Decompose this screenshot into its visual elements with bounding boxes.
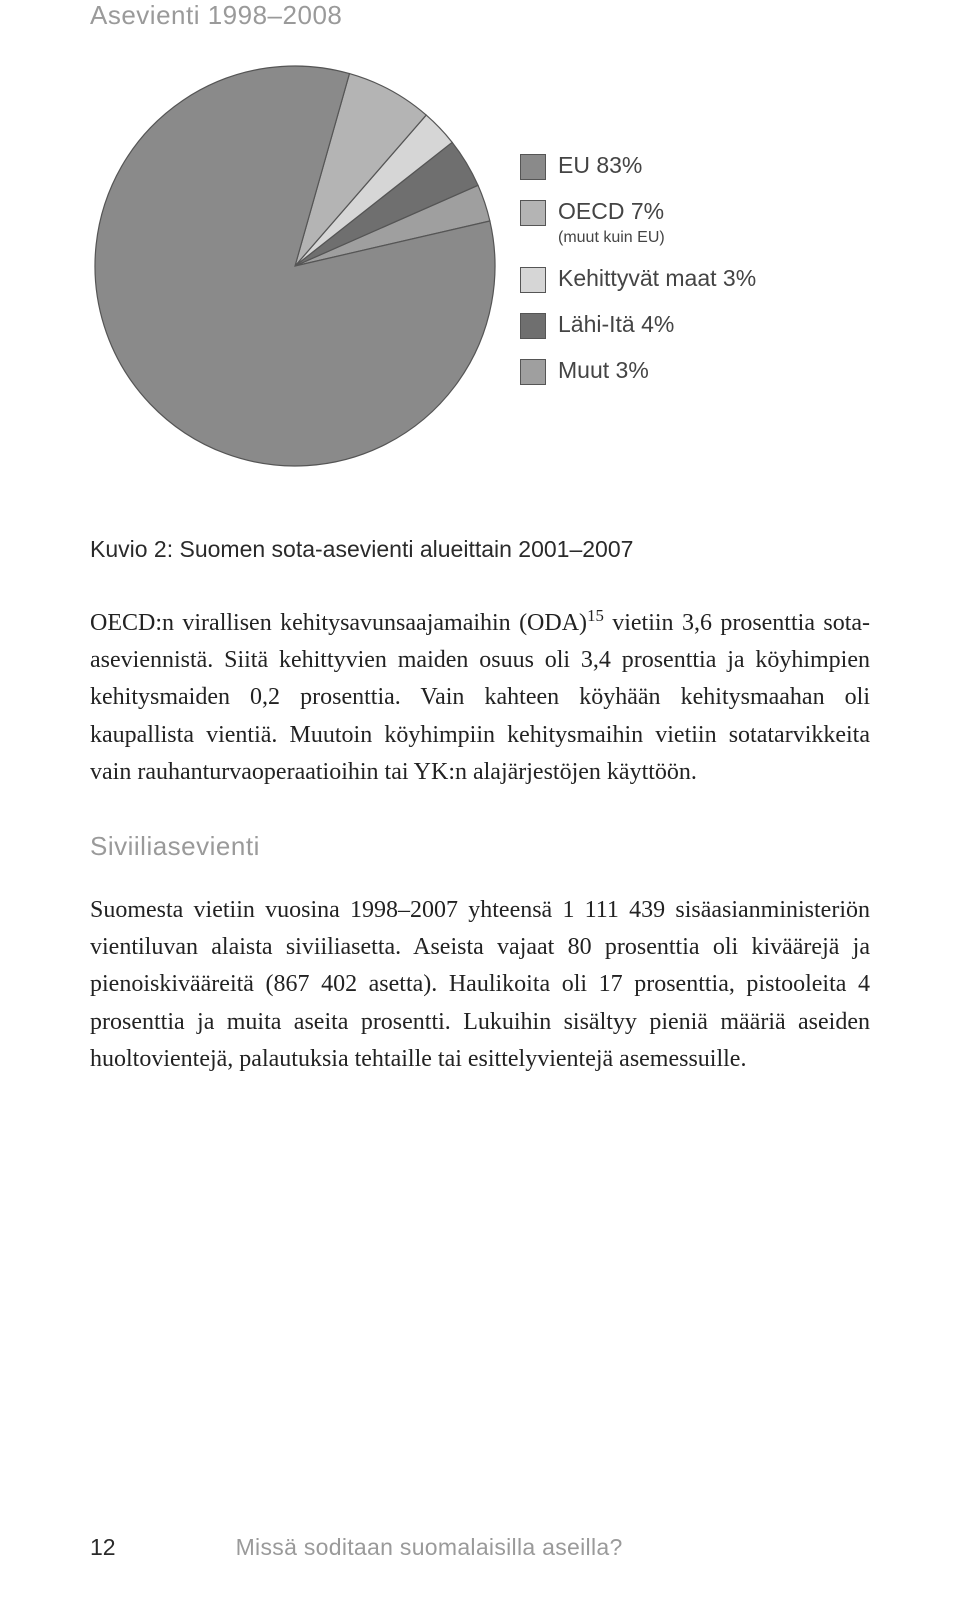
legend-label: Lähi-Itä 4% [558, 311, 674, 339]
footnote-ref: 15 [587, 606, 604, 625]
legend-swatch [520, 200, 546, 226]
legend-swatch [520, 359, 546, 385]
legend-swatch [520, 267, 546, 293]
legend-item: Muut 3% [520, 357, 870, 385]
paragraph-1: OECD:n virallisen kehitysavunsaajamaihin… [90, 603, 870, 791]
section-heading: Siviiliasevienti [90, 831, 870, 862]
para1-pre: OECD:n virallisen kehitysavunsaajamaihin… [90, 610, 587, 636]
figure-caption: Kuvio 2: Suomen sota-asevienti alueittai… [90, 536, 870, 563]
footer-title: Missä soditaan suomalaisilla aseilla? [236, 1534, 623, 1561]
legend-item: Lähi-Itä 4% [520, 311, 870, 339]
legend-item: EU 83% [520, 152, 870, 180]
legend-swatch [520, 154, 546, 180]
chart-title: Asevienti 1998–2008 [90, 0, 870, 31]
legend-item: Kehittyvät maat 3% [520, 265, 870, 293]
legend-label: Muut 3% [558, 357, 649, 385]
legend-label: EU 83% [558, 152, 642, 180]
chart-area: EU 83% OECD 7%(muut kuin EU) Kehittyvät ma… [90, 61, 870, 476]
page-footer: 12 Missä soditaan suomalaisilla aseilla? [90, 1534, 870, 1561]
legend-label: OECD 7%(muut kuin EU) [558, 198, 665, 247]
legend-swatch [520, 313, 546, 339]
para1-post: vietiin 3,6 prosenttia sota-aseviennistä… [90, 610, 870, 785]
legend-sublabel: (muut kuin EU) [558, 228, 665, 247]
paragraph-2: Suomesta vietiin vuosina 1998–2007 yhtee… [90, 892, 870, 1078]
chart-legend: EU 83% OECD 7%(muut kuin EU) Kehittyvät ma… [520, 134, 870, 403]
legend-item: OECD 7%(muut kuin EU) [520, 198, 870, 247]
page-number: 12 [90, 1534, 116, 1561]
legend-label: Kehittyvät maat 3% [558, 265, 756, 293]
pie-chart [90, 61, 500, 476]
